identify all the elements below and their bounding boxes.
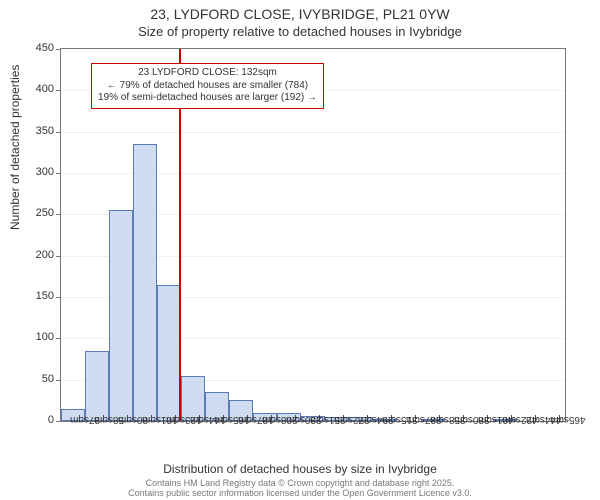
y-tick-label: 400 (14, 83, 54, 95)
y-tick-label: 350 (14, 125, 54, 137)
annotation-line-2: ← 79% of detached houses are smaller (78… (98, 80, 317, 93)
histogram-bar (109, 210, 133, 421)
y-tick-label: 450 (14, 42, 54, 54)
plot-area: 23 LYDFORD CLOSE: 132sqm← 79% of detache… (60, 48, 566, 422)
x-axis-label: Distribution of detached houses by size … (0, 462, 600, 476)
histogram-bar (157, 285, 181, 421)
y-tick-label: 200 (14, 249, 54, 261)
chart-footer: Contains HM Land Registry data © Crown c… (0, 478, 600, 499)
property-size-chart: 23, LYDFORD CLOSE, IVYBRIDGE, PL21 0YW S… (0, 0, 600, 500)
y-tick-label: 150 (14, 290, 54, 302)
y-tick-label: 0 (14, 414, 54, 426)
footer-line-1: Contains HM Land Registry data © Crown c… (0, 478, 600, 488)
chart-subtitle: Size of property relative to detached ho… (0, 24, 600, 39)
y-tick-label: 50 (14, 373, 54, 385)
annotation-line-1: 23 LYDFORD CLOSE: 132sqm (98, 67, 317, 80)
y-tick-label: 300 (14, 166, 54, 178)
histogram-bar (133, 144, 157, 421)
y-tick-label: 250 (14, 207, 54, 219)
annotation-line-3: 19% of semi-detached houses are larger (… (98, 92, 317, 105)
footer-line-2: Contains public sector information licen… (0, 488, 600, 498)
chart-title: 23, LYDFORD CLOSE, IVYBRIDGE, PL21 0YW (0, 6, 600, 22)
annotation-box: 23 LYDFORD CLOSE: 132sqm← 79% of detache… (91, 63, 324, 109)
histogram-bar (85, 351, 109, 421)
y-tick-label: 100 (14, 331, 54, 343)
